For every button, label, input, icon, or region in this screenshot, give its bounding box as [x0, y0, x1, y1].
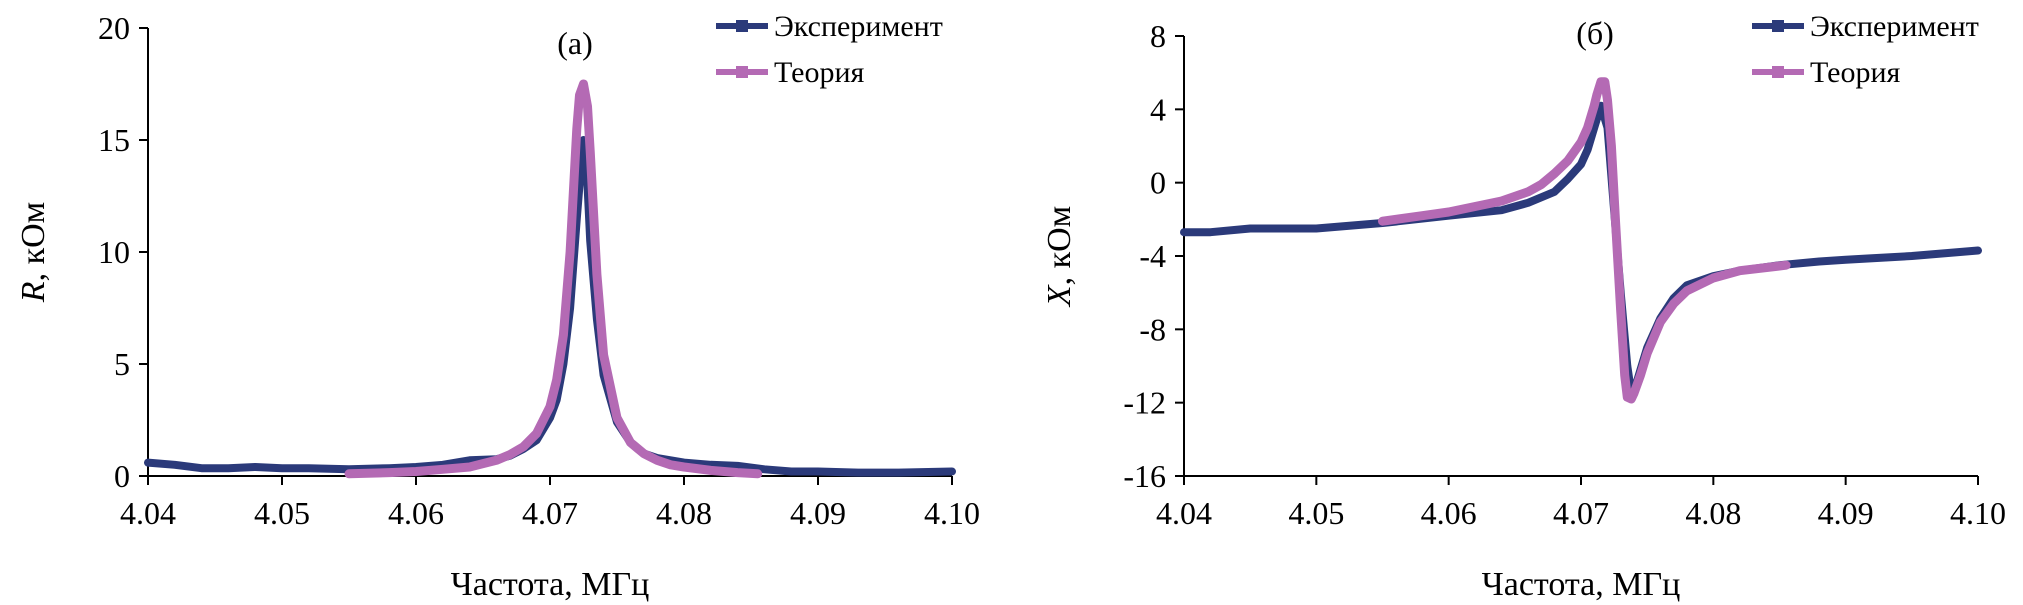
- y-tick-label: -8: [1139, 311, 1166, 347]
- chart-panel-a: 4.04 4.05 4.06 4.07 4.08 4.09 4.10 0 5 10 15 20 Част…: [15, 10, 980, 603]
- legend-label: Теория: [774, 56, 865, 89]
- legend-label: Эксперимент: [1810, 10, 1979, 43]
- chart-panel-b: 4.04 4.05 4.06 4.07 4.08 4.09 4.10 8 4 0 -4 -8 -12 -1…: [1041, 10, 2006, 603]
- y-tick-label: -4: [1139, 238, 1166, 274]
- series-experiment-line: [144, 136, 956, 477]
- y-axis-unit: , кОм: [15, 202, 52, 282]
- legend-swatch-marker: [1772, 20, 1784, 32]
- legend-swatch-marker: [1772, 66, 1784, 78]
- legend-swatch-marker: [736, 66, 748, 78]
- x-tick-label: 4.06: [388, 495, 444, 531]
- y-tick-label: 20: [98, 10, 130, 46]
- y-axis-title: R, кОм: [15, 202, 52, 303]
- y-axis-title: X, кОм: [1041, 206, 1078, 308]
- series-theory-line: [1378, 77, 1791, 404]
- x-tick-label: 4.10: [924, 495, 980, 531]
- y-tick-label: -12: [1123, 385, 1166, 421]
- x-axis-title: Частота, МГц: [451, 566, 650, 603]
- legend-swatch-marker: [736, 20, 748, 32]
- x-tick-label: 4.06: [1421, 495, 1477, 531]
- y-tick-label: 15: [98, 122, 130, 158]
- y-tick-label: 10: [98, 234, 130, 270]
- y-axis-unit: , кОм: [1041, 206, 1078, 286]
- x-tick-label: 4.05: [254, 495, 310, 531]
- y-tick-label: -16: [1123, 458, 1166, 494]
- x-tick-label: 4.08: [656, 495, 712, 531]
- y-tick-label: 8: [1150, 18, 1166, 54]
- x-tick-label: 4.07: [1553, 495, 1609, 531]
- y-tick-label: 4: [1150, 91, 1166, 127]
- y-axis-variable: X: [1041, 284, 1078, 308]
- panel-label: (б): [1576, 15, 1614, 51]
- x-tick-label: 4.10: [1950, 495, 2006, 531]
- x-tick-label: 4.05: [1288, 495, 1344, 531]
- x-tick-label: 4.07: [522, 495, 578, 531]
- x-axis-title: Частота, МГц: [1482, 566, 1681, 603]
- x-tick-label: 4.04: [120, 495, 176, 531]
- y-tick-label: 0: [114, 458, 130, 494]
- panel-label: (a): [557, 25, 593, 61]
- y-tick-label: 5: [114, 346, 130, 382]
- legend-label: Теория: [1810, 56, 1901, 89]
- x-tick-label: 4.09: [1818, 495, 1874, 531]
- x-tick-label: 4.04: [1156, 495, 1212, 531]
- y-tick-label: 0: [1150, 165, 1166, 201]
- legend-label: Эксперимент: [774, 10, 943, 43]
- x-tick-label: 4.08: [1685, 495, 1741, 531]
- y-axis-variable: R: [15, 281, 52, 303]
- series-theory-line: [344, 79, 763, 479]
- x-tick-label: 4.09: [790, 495, 846, 531]
